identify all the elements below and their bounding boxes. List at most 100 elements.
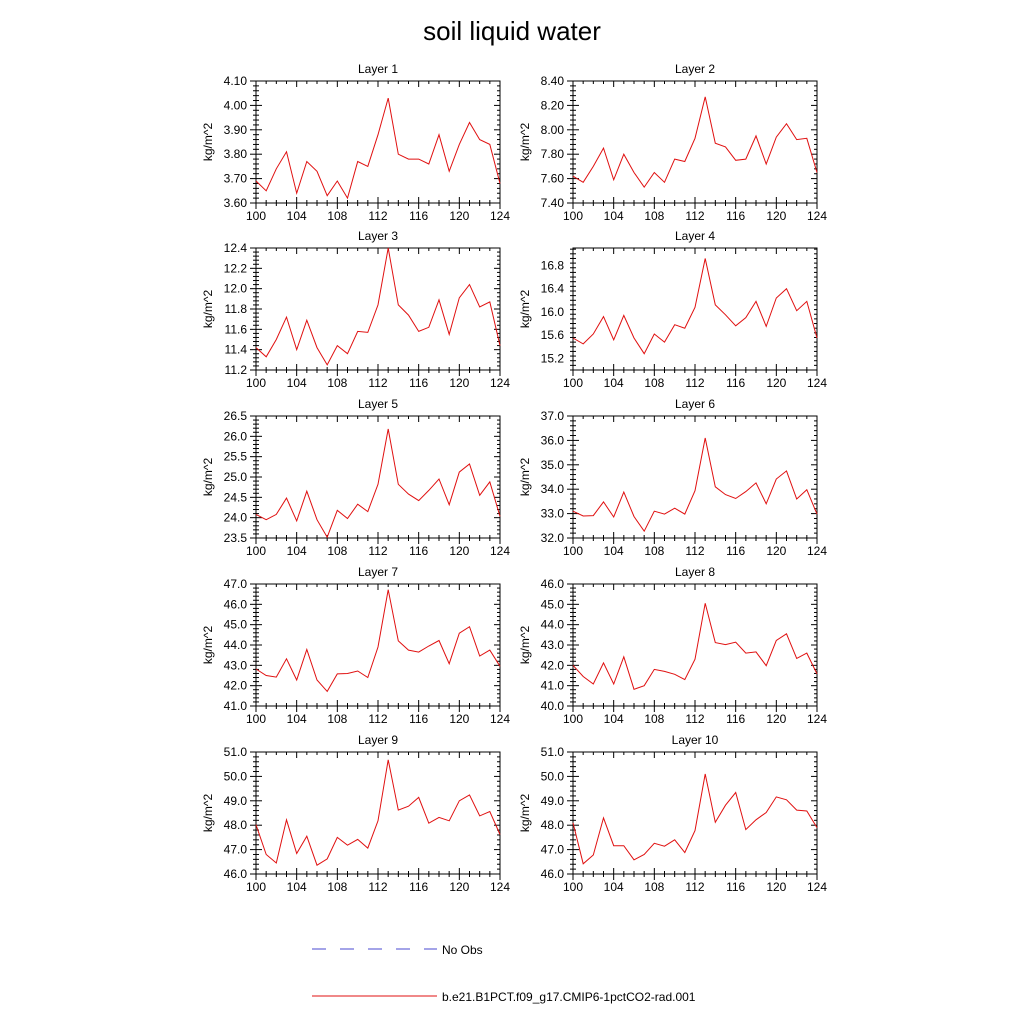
y-axis-label: kg/m^2: [518, 123, 532, 162]
panel-layer-8: Layer 8 kg/m^2 100 104 108 112 116 120 124 40.0 41…: [518, 565, 827, 726]
x-tick-label: 100: [246, 712, 266, 726]
x-tick-label: 120: [449, 880, 469, 894]
series-line: [572, 258, 818, 355]
panel-title: Layer 9: [358, 733, 398, 747]
x-tick-label: 104: [287, 712, 307, 726]
panel-title: Layer 4: [675, 229, 715, 243]
x-tick-label: 116: [409, 209, 428, 223]
x-tick-label: 104: [287, 209, 307, 223]
x-tick-label: 108: [327, 712, 347, 726]
x-tick-label: 124: [807, 880, 827, 894]
x-tick-label: 104: [604, 544, 624, 558]
y-axis-label: kg/m^2: [201, 626, 215, 665]
plot-frame: [572, 80, 818, 204]
x-tick-label: 112: [368, 880, 387, 894]
y-tick-label: 11.8: [225, 302, 248, 316]
y-tick-label: 48.0: [224, 818, 248, 832]
panel-layer-6: Layer 6 kg/m^2 100 104 108 112 116 120 124 32.0 33…: [518, 397, 827, 558]
x-tick-label: 116: [726, 880, 745, 894]
x-tick-label: 108: [327, 209, 347, 223]
legend-model-label: b.e21.B1PCT.f09_g17.CMIP6-1pctCO2-rad.00…: [442, 990, 696, 1004]
x-tick-label: 120: [449, 544, 469, 558]
y-tick-label: 7.40: [541, 196, 565, 210]
panel-title: Layer 7: [358, 565, 398, 579]
series-line: [255, 97, 501, 200]
y-tick-label: 4.00: [224, 98, 248, 112]
x-tick-label: 112: [368, 376, 387, 390]
y-tick-label: 48.0: [541, 818, 565, 832]
series-line: [255, 759, 501, 866]
x-tick-label: 124: [807, 209, 827, 223]
series-line: [255, 428, 501, 539]
y-tick-label: 24.5: [224, 490, 248, 504]
y-tick-label: 46.0: [224, 597, 248, 611]
plot-frame: [572, 583, 818, 707]
panel-title: Layer 5: [358, 397, 398, 411]
y-tick-label: 11.2: [225, 363, 248, 377]
y-tick-label: 16.0: [541, 305, 565, 319]
x-tick-label: 104: [604, 209, 624, 223]
y-tick-label: 4.10: [224, 74, 248, 88]
x-tick-label: 124: [807, 544, 827, 558]
panel-layer-3: Layer 3 kg/m^2 100 104 108 112 116 120 124 11.2 11…: [201, 229, 510, 390]
y-tick-label: 46.0: [224, 867, 248, 881]
y-tick-label: 41.0: [541, 679, 565, 693]
y-tick-label: 16.8: [541, 258, 565, 272]
panel-title: Layer 2: [675, 62, 715, 76]
series-line: [255, 589, 501, 693]
y-tick-label: 37.0: [541, 409, 565, 423]
plot-frame: [255, 247, 501, 371]
plot-frame: [572, 751, 818, 875]
x-tick-label: 100: [563, 880, 583, 894]
x-tick-label: 104: [604, 376, 624, 390]
series-line: [572, 437, 818, 533]
y-tick-label: 41.0: [224, 699, 248, 713]
y-axis-label: kg/m^2: [201, 290, 215, 329]
x-tick-label: 108: [644, 880, 664, 894]
panel-layer-1: Layer 1 kg/m^2 100 104 108 112 116 120 124 3.60 3.…: [201, 62, 510, 223]
panel-title: Layer 1: [358, 62, 398, 76]
x-tick-label: 120: [766, 209, 786, 223]
x-tick-label: 100: [563, 544, 583, 558]
x-tick-label: 100: [246, 209, 266, 223]
y-tick-label: 34.0: [541, 482, 565, 496]
x-tick-label: 100: [246, 544, 266, 558]
y-axis-label: kg/m^2: [518, 290, 532, 329]
x-tick-label: 112: [368, 712, 387, 726]
x-tick-label: 124: [490, 544, 510, 558]
x-tick-label: 104: [287, 544, 307, 558]
x-tick-label: 104: [604, 712, 624, 726]
x-tick-label: 116: [409, 712, 428, 726]
y-tick-label: 23.5: [224, 531, 248, 545]
plot-frame: [255, 415, 501, 539]
x-tick-label: 120: [766, 712, 786, 726]
y-axis-label: kg/m^2: [518, 794, 532, 833]
x-tick-label: 100: [246, 880, 266, 894]
panel-layer-4: Layer 4 kg/m^2 100 104 108 112 116 120 124 15.2 15…: [518, 229, 827, 390]
y-tick-label: 50.0: [541, 769, 565, 783]
x-tick-label: 116: [726, 376, 745, 390]
x-tick-label: 108: [644, 544, 664, 558]
y-tick-label: 25.0: [224, 470, 248, 484]
y-tick-label: 42.0: [224, 679, 248, 693]
y-tick-label: 47.0: [541, 843, 565, 857]
x-tick-label: 116: [409, 544, 428, 558]
panel-layer-10: Layer 10 kg/m^2 100 104 108 112 116 120 124 46.0 4…: [518, 733, 827, 894]
x-tick-label: 100: [563, 712, 583, 726]
y-tick-label: 40.0: [541, 699, 565, 713]
panel-layer-7: Layer 7 kg/m^2 100 104 108 112 116 120 124 41.0 42…: [201, 565, 510, 726]
y-tick-label: 24.0: [224, 511, 248, 525]
x-tick-label: 116: [409, 376, 428, 390]
x-tick-label: 120: [449, 209, 469, 223]
y-tick-label: 8.00: [541, 123, 565, 137]
y-tick-label: 49.0: [224, 794, 248, 808]
x-tick-label: 108: [327, 880, 347, 894]
x-tick-label: 120: [449, 376, 469, 390]
x-tick-label: 112: [685, 712, 704, 726]
y-tick-label: 46.0: [541, 577, 565, 591]
y-tick-label: 26.5: [224, 409, 248, 423]
y-tick-label: 35.0: [541, 458, 565, 472]
y-tick-label: 3.80: [224, 147, 248, 161]
y-tick-label: 7.60: [541, 172, 565, 186]
series-line: [572, 96, 818, 188]
